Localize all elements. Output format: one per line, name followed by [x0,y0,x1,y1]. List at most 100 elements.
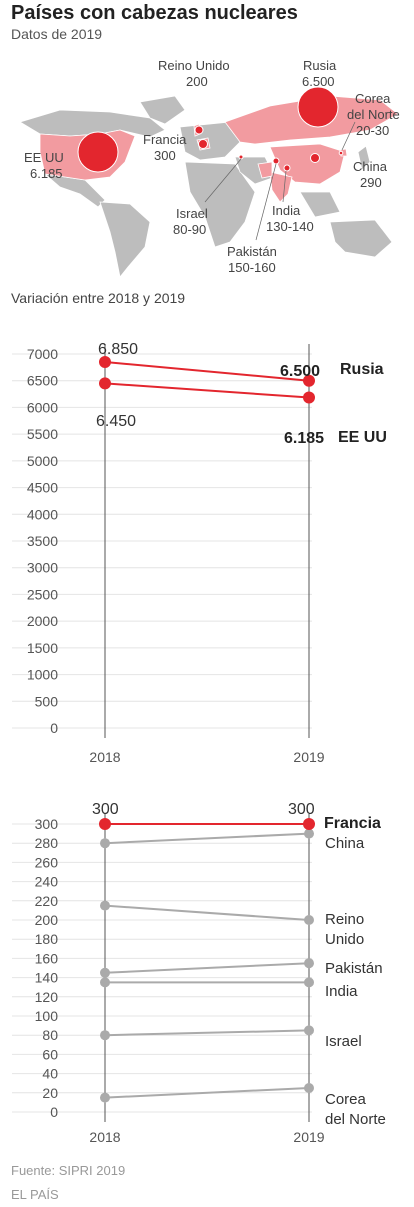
map-marker-uk [194,125,204,135]
y-tick-label: 20 [42,1085,58,1101]
world-map: Rusia 6.500 Reino Unido 200 Corea del No… [19,58,400,278]
series-name-corea-del-norte-line2: del Norte [325,1111,386,1128]
map-leader-north-korea [341,121,356,151]
map-label-usa-value: 6.185 [30,166,63,181]
data-point-israel [100,1030,110,1041]
map-label-israel-value: 80-90 [173,222,206,237]
data-point-china [304,828,314,839]
series-name-china: China [325,835,365,852]
map-label-nkorea-name-2: del Norte [347,107,400,122]
y-tick-label: 0 [50,720,58,736]
map-label-russia-value: 6.500 [302,74,335,89]
y-tick-label: 500 [35,693,59,709]
map-marker-india [283,164,291,172]
y-tick-label: 180 [35,931,59,947]
series-name-corea-del-norte: Corea [325,1091,367,1108]
map-marker-france [198,139,208,149]
series-line-rusia [104,361,310,382]
y-tick-label: 7000 [27,346,58,362]
source-note: Fuente: SIPRI 2019 EL PAÍS [11,1159,125,1207]
map-pakistan [257,161,273,179]
map-label-nkorea-value: 20-30 [356,123,389,138]
series-line-china [104,832,310,845]
series-name-ee-uu: EE UU [338,429,387,446]
map-leader-pakistan [255,163,277,241]
data-point-rusia [99,356,111,369]
series-name-reino-unido-line2: Unido [325,931,364,948]
map-marker-china [310,153,320,163]
y-tick-label: 200 [35,912,59,928]
map-india [269,171,293,203]
data-point-ee-uu [99,377,111,390]
y-tick-label: 100 [35,1008,59,1024]
y-tick-label: 140 [35,970,59,986]
x-tick-label: 2018 [89,1129,120,1145]
y-tick-label: 5500 [27,426,58,442]
y-tick-label: 1000 [27,667,58,683]
y-tick-label: 160 [35,950,59,966]
data-point-india [100,977,110,988]
brand-text: EL PAÍS [11,1187,59,1202]
y-tick-label: 1500 [27,640,58,656]
map-label-pakistan-value: 150-160 [228,260,276,275]
map-label-uk-name: Reino Unido [158,58,230,73]
y-tick-label: 40 [42,1066,58,1082]
series-name-india: India [325,983,358,1000]
y-tick-label: 300 [35,816,59,832]
data-label-2019-francia: 300 [288,801,315,818]
x-tick-label: 2019 [293,1129,324,1145]
map-label-china-value: 290 [360,175,382,190]
map-label-india-value: 130-140 [266,219,314,234]
series-name-reino-unido: Reino [325,911,364,928]
series-name-rusia: Rusia [340,361,384,378]
map-se-asia [299,191,341,218]
map-label-china-name: China [353,159,388,174]
data-point-israel [304,1025,314,1036]
source-text: Fuente: SIPRI 2019 [11,1163,126,1178]
map-label-israel-name: Israel [176,206,208,221]
series-line-reino-unido [104,904,310,921]
map-label-uk-value: 200 [186,74,208,89]
chart-large-arsenals: 0 500 1000 1500 2000 2500 3000 3500 4000 4500 5000… [12,341,387,765]
map-leader-india [282,170,287,203]
series-name-francia: Francia [324,815,381,832]
y-tick-label: 2000 [27,613,58,629]
series-line-corea-del-norte [104,1087,310,1099]
map-marker-north-korea [338,150,344,156]
series-name-pakistán: Pakistán [325,960,383,977]
data-label-2019-rusia: 6.500 [280,363,320,380]
data-point-india [304,977,314,988]
y-tick-label: 260 [35,854,59,870]
x-tick-label: 2019 [293,749,324,765]
data-label-2018-rusia: 6.850 [98,341,138,358]
y-tick-label: 0 [50,1104,58,1120]
map-marker-pakistan [272,157,280,165]
y-tick-label: 3500 [27,533,58,549]
y-tick-label: 3000 [27,560,58,576]
y-tick-label: 120 [35,989,59,1005]
data-point-ee-uu [303,391,315,404]
map-south-america [99,201,151,278]
data-label-2018-francia: 300 [92,801,119,818]
data-point-corea-del-norte [304,1083,314,1093]
map-leader-israel [204,158,242,203]
series-line-israel [104,1029,310,1037]
data-point-rusia [303,374,315,387]
map-marker-usa [77,131,119,173]
y-tick-label: 80 [42,1027,58,1043]
x-tick-label: 2018 [89,749,120,765]
chart-small-arsenals: 0 20 40 60 80 100 120 140 160 180 200 220 240 260 280 3… [12,801,386,1145]
y-tick-label: 6500 [27,373,58,389]
section-title: Variación entre 2018 y 2019 [11,290,186,306]
map-label-india-name: India [272,203,301,218]
map-marker-russia [297,86,339,128]
map-marker-israel [238,154,244,160]
y-tick-label: 60 [42,1046,58,1062]
map-greenland [139,95,186,125]
y-tick-label: 240 [35,874,59,890]
map-australia [329,219,393,258]
data-point-pakistán [100,967,110,978]
data-label-2019-ee-uu: 6.185 [284,430,324,447]
data-point-china [100,838,110,849]
map-japan [357,145,371,171]
